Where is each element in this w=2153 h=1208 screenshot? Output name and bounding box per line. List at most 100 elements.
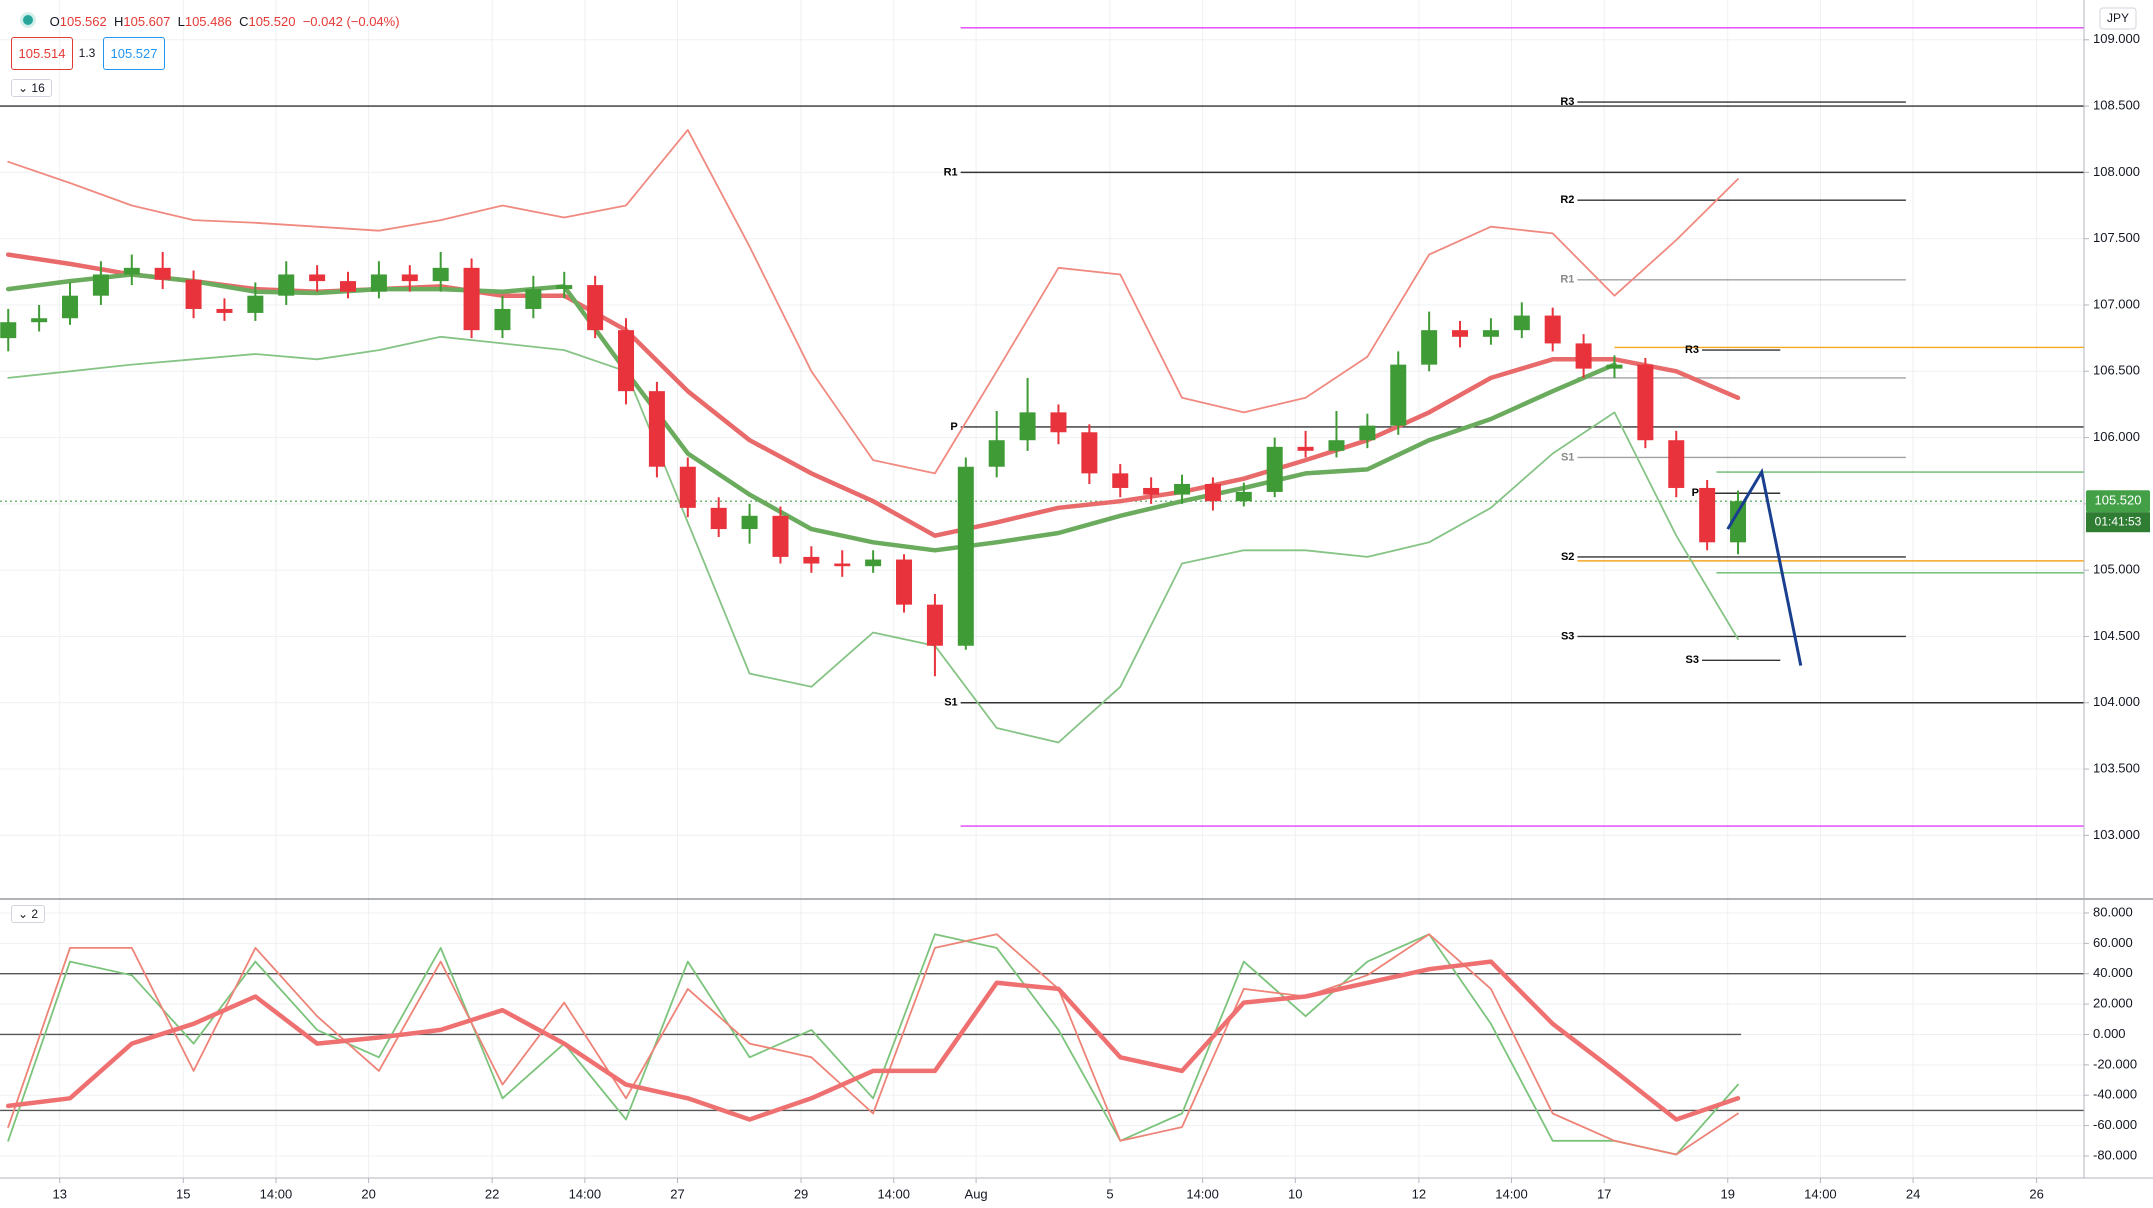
candle-body [278,274,295,296]
sell-button[interactable]: 105.514 [11,37,73,70]
candle-body [185,279,202,309]
level-label: S3 [1561,630,1574,642]
x-tick-label: 12 [1412,1186,1426,1201]
x-tick-label: 26 [2029,1186,2043,1201]
x-tick-label: Aug [965,1186,988,1201]
x-tick-label: 14:00 [877,1186,910,1201]
y-tick-label: 106.500 [2093,363,2140,378]
candle-body [865,559,882,567]
candle-body [556,285,573,290]
candle-body [679,466,696,508]
price-tag [2086,490,2150,513]
candle-body [494,308,511,331]
level-label: R1 [944,166,958,178]
buy-button[interactable]: 105.527 [103,37,165,70]
ohlc-key: L [177,14,185,29]
x-tick-label: 14:00 [569,1186,602,1201]
y-tick-label: 109.000 [2093,31,2140,46]
ohlc-value: 105.520 [248,14,296,29]
status-dot [20,12,36,28]
currency-box[interactable] [2099,7,2137,30]
candle-body [710,507,727,530]
level-label: R3 [1685,344,1699,356]
x-tick-label: 14:00 [1495,1186,1528,1201]
indicator-toggle[interactable]: ⌄ 2 [11,905,46,923]
candle-body [1575,343,1592,369]
forecast-line [1726,467,1803,666]
currency-label: JPY [2107,11,2129,25]
candle-body [1328,440,1345,451]
candle-body [247,295,264,313]
ohlc-value: 105.486 [184,14,232,29]
lines-layer [5,129,1741,1156]
candle-body [1390,364,1407,426]
level-label: S1 [1561,451,1574,463]
y-tick-label: 0.000 [2093,1026,2126,1041]
candle-body [988,440,1005,467]
y-tick-label: -20.000 [2093,1056,2137,1071]
level-label: S3 [1686,654,1699,666]
y-tick-label: -80.000 [2093,1147,2137,1162]
candle-body [803,556,820,564]
text-layer: 103.000 103.500 104.000 104.500 105.000 105.5… [52,31,2150,1201]
candle-body [741,515,758,530]
candle-body [1730,501,1747,543]
y-tick-label: 20.000 [2093,996,2133,1011]
y-tick-label: -40.000 [2093,1087,2137,1102]
candle-body [834,563,851,567]
candle-body [401,274,418,282]
candle-body [463,267,480,331]
level-label: P [950,421,957,433]
candle-body [926,604,943,646]
level-label: R1 [1560,274,1574,286]
x-tick-label: 17 [1597,1186,1611,1201]
x-tick-label: 24 [1906,1186,1920,1201]
candle-body [1297,446,1314,451]
candle-body [0,322,17,339]
y-tick-label: 107.000 [2093,296,2140,311]
level-label: R3 [1560,96,1574,108]
candle-body [587,285,604,331]
candle-body [31,318,48,323]
y-tick-label: 103.500 [2093,760,2140,775]
spread: 1.3 [78,46,96,60]
x-tick-label: 27 [670,1186,684,1201]
candle-body [216,308,233,313]
candle-body [1050,412,1067,433]
candle-body [1699,487,1716,543]
indicator-toggle[interactable]: ⌄ 16 [11,79,52,97]
x-tick-label: 22 [485,1186,499,1201]
candle-body [525,289,542,309]
countdown-label: 01:41:53 [2095,514,2142,528]
candle-body [1143,487,1160,495]
y-tick-label: 60.000 [2093,935,2133,950]
ohlc-value: 105.607 [123,14,171,29]
candle-body [1421,330,1438,365]
y-tick-label: 108.500 [2093,98,2140,113]
y-tick-label: 106.000 [2093,429,2140,444]
ohlc-legend: O105.562 H105.607 L105.486 C105.520 −0.0… [20,12,400,29]
indicator-line [7,129,1739,475]
x-tick-label: 14:00 [1804,1186,1837,1201]
change: −0.042 (−0.04%) [302,14,400,29]
x-tick-label: 20 [361,1186,375,1201]
candle-body [1637,364,1654,441]
x-tick-label: 19 [1721,1186,1735,1201]
indicator-line [7,933,1739,1156]
candle-body [370,274,387,292]
candle-body [648,391,665,467]
candle-body [1204,483,1221,502]
level-label: R2 [1560,194,1574,206]
candle-body [1482,330,1499,337]
candle-body [432,267,449,282]
candle-body [154,267,171,280]
candle-body [1606,364,1623,369]
candle-body [1174,483,1191,495]
candle-body [957,466,974,646]
x-tick-label: 10 [1288,1186,1302,1201]
candle-body [92,274,109,296]
candle-body [1513,315,1530,331]
y-tick-label: 103.000 [2093,827,2140,842]
